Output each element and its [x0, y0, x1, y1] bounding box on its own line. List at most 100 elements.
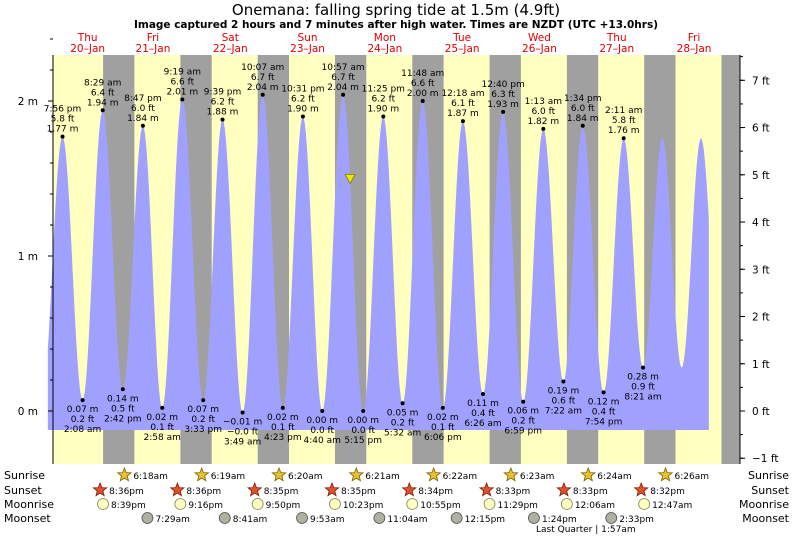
- row-label-left: Moonset: [4, 512, 51, 525]
- moonrise-icon: [251, 498, 264, 510]
- high-tide-m: 1.90 m: [367, 105, 399, 115]
- moonrise-icon: [560, 498, 573, 510]
- high-tide-time: 2:11 am: [605, 106, 642, 116]
- right-tick-label: 5 ft: [752, 170, 770, 182]
- high-tide-ft: 6.1 ft: [451, 99, 475, 109]
- row-label-right: Moonrise: [739, 498, 789, 511]
- tide-point: [320, 409, 325, 413]
- high-tide-time: 8:47 pm: [124, 94, 162, 104]
- day-header-date: 23–Jan: [290, 43, 325, 55]
- tide-point: [601, 390, 606, 395]
- moonset-time: 7:29am: [155, 515, 190, 525]
- low-tide-m: 0.00 m: [306, 416, 338, 426]
- right-tick-label: 1 ft: [752, 359, 770, 371]
- day-header-date: 21–Jan: [136, 43, 171, 55]
- sunset-icon: [92, 481, 108, 497]
- row-label-left: Moonrise: [4, 498, 54, 511]
- high-tide-time: 11:48 am: [401, 69, 444, 79]
- tide-point: [481, 391, 486, 396]
- moonrise-icon: [174, 498, 187, 510]
- left-tick-label: 1 m: [18, 251, 38, 263]
- tide-point: [160, 405, 165, 410]
- tide-point: [300, 114, 305, 119]
- tide-point: [100, 108, 105, 113]
- low-tide-m: 0.11 m: [467, 399, 499, 409]
- low-tide-ft: 0.1 ft: [271, 423, 295, 433]
- moonset-icon: [296, 512, 308, 524]
- low-tide-time: 7:22 am: [545, 407, 582, 417]
- low-tide-time: 6:26 am: [464, 419, 501, 429]
- moonset-icon: [450, 512, 463, 524]
- tide-point: [580, 123, 585, 128]
- tide-point: [341, 92, 346, 97]
- sunset-time: 8:32pm: [650, 487, 685, 497]
- low-tide-ft: 0.2 ft: [191, 415, 215, 425]
- right-tick-label: 4 ft: [752, 217, 770, 229]
- sunrise-icon: [425, 466, 442, 482]
- right-tick-label: 2 ft: [752, 312, 770, 324]
- high-tide-time: 8:29 am: [84, 78, 121, 88]
- tide-point: [521, 399, 526, 404]
- tide-point: [220, 117, 225, 122]
- sunrise-icon: [503, 466, 519, 482]
- day-header-dow: Sun: [298, 32, 318, 44]
- high-tide-time: 7:56 pm: [44, 105, 82, 115]
- high-tide-m: 1.84 m: [567, 114, 599, 124]
- moonset-time: 2:33pm: [619, 515, 654, 525]
- sunrise-time: 6:23am: [520, 472, 555, 482]
- high-tide-ft: 6.7 ft: [251, 73, 275, 83]
- tide-point: [541, 126, 546, 131]
- left-tick-label: 0 m: [18, 406, 38, 418]
- sunset-time: 8:35pm: [341, 487, 376, 497]
- tide-point: [280, 405, 285, 410]
- low-tide-m: 0.00 m: [347, 416, 379, 426]
- sunrise-icon: [271, 466, 287, 482]
- high-tide-time: 10:57 am: [322, 63, 365, 73]
- low-tide-m: −0.01 m: [223, 418, 262, 428]
- moonrise-icon: [329, 498, 341, 510]
- right-tick-label: 3 ft: [752, 264, 770, 276]
- high-tide-m: 1.93 m: [487, 100, 519, 110]
- tide-point: [501, 109, 506, 114]
- chart-subtitle: Image captured 2 hours and 7 minutes aft…: [134, 19, 658, 31]
- tide-area: [47, 94, 709, 431]
- sunrise-time: 6:26am: [674, 472, 709, 482]
- high-tide-m: 1.84 m: [127, 114, 159, 124]
- low-tide-time: 4:40 am: [304, 436, 341, 446]
- sunset-icon: [324, 481, 340, 497]
- row-label-right: Moonset: [742, 512, 789, 525]
- tide-point: [460, 119, 465, 124]
- high-tide-ft: 6.3 ft: [491, 90, 515, 100]
- low-tide-time: 7:54 pm: [585, 417, 623, 427]
- row-label-left: Sunset: [4, 484, 42, 497]
- high-tide-ft: 6.0 ft: [131, 104, 155, 114]
- sunrise-time: 6:22am: [443, 472, 478, 482]
- high-tide-time: 9:19 am: [164, 67, 201, 77]
- high-tide-time: 12:40 pm: [481, 80, 524, 90]
- high-tide-ft: 6.2 ft: [371, 95, 395, 105]
- tide-point: [240, 410, 245, 415]
- low-tide-ft: 0.2 ft: [71, 415, 95, 425]
- high-tide-time: 1:13 am: [525, 97, 562, 107]
- low-tide-time: 3:33 pm: [184, 425, 222, 435]
- moonset-time: 9:53am: [310, 515, 345, 525]
- sunset-time: 8:36pm: [109, 487, 144, 497]
- moonrise-time: 12:47am: [652, 501, 692, 511]
- sunset-icon: [633, 481, 649, 497]
- sunset-icon: [246, 481, 263, 497]
- sunrise-icon: [580, 466, 596, 482]
- tide-point: [120, 387, 125, 392]
- low-tide-ft: 0.0 ft: [310, 426, 334, 436]
- day-header-dow: Thu: [606, 32, 627, 44]
- right-tick-label: 0 ft: [752, 406, 770, 418]
- sunset-time: 8:35pm: [264, 487, 299, 497]
- low-tide-m: 0.06 m: [507, 407, 539, 417]
- row-label-left: Sunrise: [4, 469, 45, 482]
- day-header-date: 28–Jan: [677, 43, 712, 55]
- high-tide-ft: 6.0 ft: [571, 104, 595, 114]
- low-tide-m: 0.05 m: [387, 408, 419, 418]
- day-header-dow: Fri: [688, 32, 701, 44]
- sunset-time: 8:34pm: [418, 487, 453, 497]
- day-header-date: 24–Jan: [367, 43, 402, 55]
